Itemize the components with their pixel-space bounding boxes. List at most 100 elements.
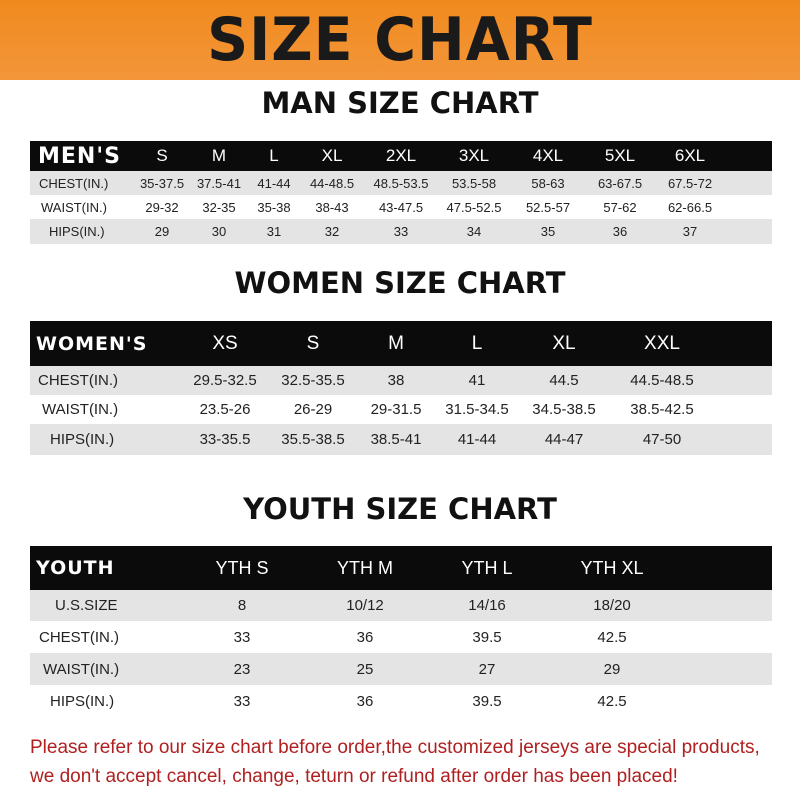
table-cell: 48.5-53.5 <box>373 175 429 191</box>
size-header: YTH XL <box>580 557 644 578</box>
table-cell: 25 <box>356 660 374 678</box>
size-header: L <box>269 146 279 165</box>
table-cell: 23 <box>233 660 251 678</box>
table-cell: 58-63 <box>531 175 565 191</box>
table-cell: 47.5-52.5 <box>446 199 502 215</box>
title-banner: SIZE CHART <box>0 0 800 80</box>
order-notice: Please refer to our size chart before or… <box>30 733 800 791</box>
table-cell: 43-47.5 <box>378 199 424 215</box>
table-cell: 10/12 <box>346 597 384 614</box>
row-label: HIPS(IN.) <box>50 431 115 448</box>
page-title: SIZE CHART <box>207 5 593 75</box>
table-cell: 29-32 <box>145 199 179 215</box>
youth-table-label: YOUTH <box>36 557 115 579</box>
youth-heading: YOUTH SIZE CHART <box>243 492 557 526</box>
row-label: CHEST(IN.) <box>39 628 119 646</box>
women-header-row: WOMEN'S XS S M L XL XXL <box>30 321 772 366</box>
table-cell: 38 <box>387 372 405 389</box>
size-header: 6XL <box>674 146 706 165</box>
row-label: WAIST(IN.) <box>43 660 120 678</box>
table-cell: 36 <box>356 693 374 710</box>
table-cell: 31.5-34.5 <box>445 401 509 418</box>
table-cell: 52.5-57 <box>525 199 571 215</box>
table-cell: 30 <box>211 224 227 239</box>
row-label: U.S.SIZE <box>55 597 118 614</box>
table-row: HIPS(IN.) 33 36 39.5 42.5 <box>30 685 772 718</box>
table-cell: 57-62 <box>603 199 637 215</box>
table-cell: 33 <box>233 693 251 710</box>
row-label: CHEST(IN.) <box>38 372 118 389</box>
men-header-row: MEN'S S M L XL 2XL 3XL 4XL 5XL 6XL <box>30 141 772 171</box>
size-header: YTH L <box>461 557 513 578</box>
table-cell: 35-37.5 <box>139 175 185 191</box>
size-header: M <box>388 332 404 354</box>
table-cell: 29 <box>154 224 170 239</box>
size-header: YTH M <box>337 557 393 578</box>
table-cell: 44.5-48.5 <box>630 372 694 389</box>
table-cell: 33 <box>393 224 409 239</box>
table-row: CHEST(IN.) 35-37.5 37.5-41 41-44 44-48.5 48.5… <box>30 171 772 195</box>
youth-header-row: YOUTH YTH S YTH M YTH L YTH XL <box>30 546 772 590</box>
table-row: WAIST(IN.) 29-32 32-35 35-38 38-43 43-47.5 47.… <box>30 195 772 219</box>
table-cell: 39.5 <box>472 628 502 646</box>
table-cell: 27 <box>478 660 496 678</box>
table-cell: 29 <box>603 660 621 678</box>
table-cell: 42.5 <box>597 693 627 710</box>
men-table-label: MEN'S <box>38 143 121 169</box>
table-cell: 44.5 <box>549 372 579 389</box>
table-cell: 32.5-35.5 <box>281 372 345 389</box>
size-header: S <box>306 332 320 354</box>
table-cell: 29.5-32.5 <box>193 372 257 389</box>
size-header: XXL <box>644 332 680 354</box>
table-cell: 67.5-72 <box>667 175 713 191</box>
table-cell: 23.5-26 <box>199 401 251 418</box>
size-header: S <box>156 146 168 165</box>
size-header: XS <box>212 332 238 354</box>
size-header: 4XL <box>532 146 564 165</box>
table-cell: 32-35 <box>202 199 236 215</box>
table-cell: 47-50 <box>642 431 682 448</box>
men-size-table: MEN'S S M L XL 2XL 3XL 4XL 5XL 6XL CHEST(IN.) 35-37… <box>30 141 772 244</box>
table-cell: 62-66.5 <box>667 199 713 215</box>
size-header: YTH S <box>215 557 269 578</box>
table-row: WAIST(IN.) 23 25 27 29 <box>30 653 772 685</box>
table-cell: 41-44 <box>457 431 497 448</box>
table-row: CHEST(IN.) 29.5-32.5 32.5-35.5 38 41 44.5 44.5… <box>30 366 772 395</box>
table-row: HIPS(IN.) 29 30 31 32 33 34 35 36 37 <box>30 219 772 244</box>
men-heading: MAN SIZE CHART <box>261 86 539 120</box>
table-row: WAIST(IN.) 23.5-26 26-29 29-31.5 31.5-34.5 34… <box>30 395 772 424</box>
table-cell: 35.5-38.5 <box>281 431 345 448</box>
table-cell: 36 <box>356 628 374 646</box>
size-header: L <box>471 332 483 354</box>
size-header: XL <box>552 332 576 354</box>
notice-line-2: we don't accept cancel, change, teturn o… <box>30 766 678 787</box>
table-cell: 41 <box>468 372 486 389</box>
table-cell: 29-31.5 <box>370 401 422 418</box>
table-cell: 37.5-41 <box>196 175 242 191</box>
table-cell: 37 <box>682 224 698 239</box>
table-cell: 38.5-42.5 <box>630 401 694 418</box>
table-cell: 34.5-38.5 <box>532 401 596 418</box>
table-cell: 8 <box>237 597 247 614</box>
row-label: WAIST(IN.) <box>41 199 107 215</box>
row-label: HIPS(IN.) <box>50 693 115 710</box>
table-row: HIPS(IN.) 33-35.5 35.5-38.5 38.5-41 41-44 44-… <box>30 424 772 455</box>
table-cell: 38-43 <box>315 199 349 215</box>
table-cell: 63-67.5 <box>597 175 643 191</box>
table-cell: 36 <box>612 224 628 239</box>
table-cell: 34 <box>466 224 482 239</box>
table-cell: 42.5 <box>597 628 627 646</box>
table-cell: 53.5-58 <box>451 175 497 191</box>
table-cell: 38.5-41 <box>370 431 422 448</box>
table-cell: 26-29 <box>293 401 333 418</box>
table-cell: 18/20 <box>593 597 631 614</box>
notice-line-1: Please refer to our size chart before or… <box>30 737 760 758</box>
youth-size-table: YOUTH YTH S YTH M YTH L YTH XL U.S.SIZE 8 10/12… <box>30 546 772 718</box>
table-cell: 39.5 <box>472 693 502 710</box>
table-cell: 35 <box>540 224 556 239</box>
table-cell: 44-47 <box>544 431 584 448</box>
size-header: 3XL <box>458 146 490 165</box>
row-label: HIPS(IN.) <box>49 224 105 239</box>
table-cell: 14/16 <box>468 597 506 614</box>
row-label: WAIST(IN.) <box>42 401 119 418</box>
